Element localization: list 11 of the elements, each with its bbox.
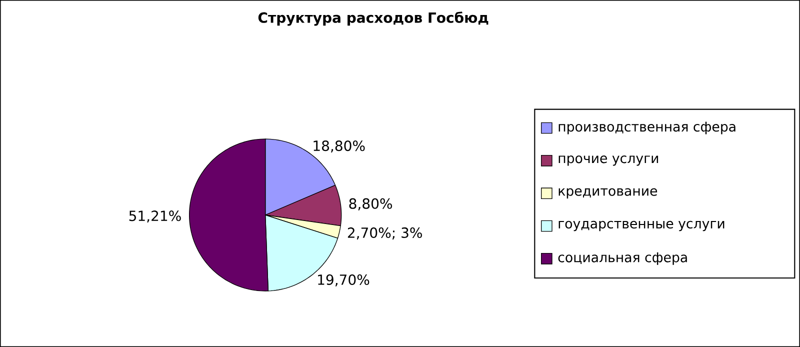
legend-label: социальная сфера: [558, 252, 687, 265]
data-label: 51,21%: [129, 210, 181, 223]
legend-label: гоударственные услуги: [558, 220, 724, 232]
data-label: 19,70%: [318, 274, 370, 286]
legend-label: прочие услуги: [558, 156, 658, 166]
data-label: 18,80%: [314, 140, 365, 153]
data-label: 8,80%: [349, 198, 392, 210]
legend-label: производственная сфера: [558, 122, 736, 134]
data-label: 2,70%; 3%: [348, 227, 422, 240]
chart-title: Структура расходов Госбюд: [258, 12, 488, 26]
legend-label: кредитование: [558, 188, 658, 198]
